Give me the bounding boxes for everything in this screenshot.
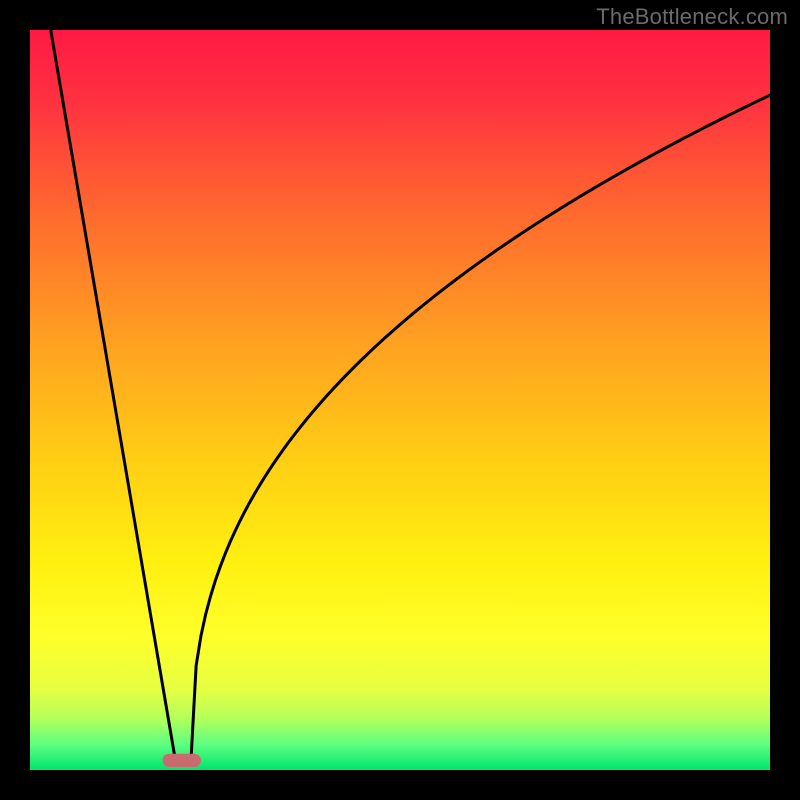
watermark-label: TheBottleneck.com: [596, 4, 788, 30]
bottleneck-curve-chart: [30, 30, 770, 770]
bottleneck-marker: [162, 754, 200, 767]
plot-area: [30, 30, 770, 770]
gradient-background: [30, 30, 770, 770]
chart-frame: TheBottleneck.com: [0, 0, 800, 800]
